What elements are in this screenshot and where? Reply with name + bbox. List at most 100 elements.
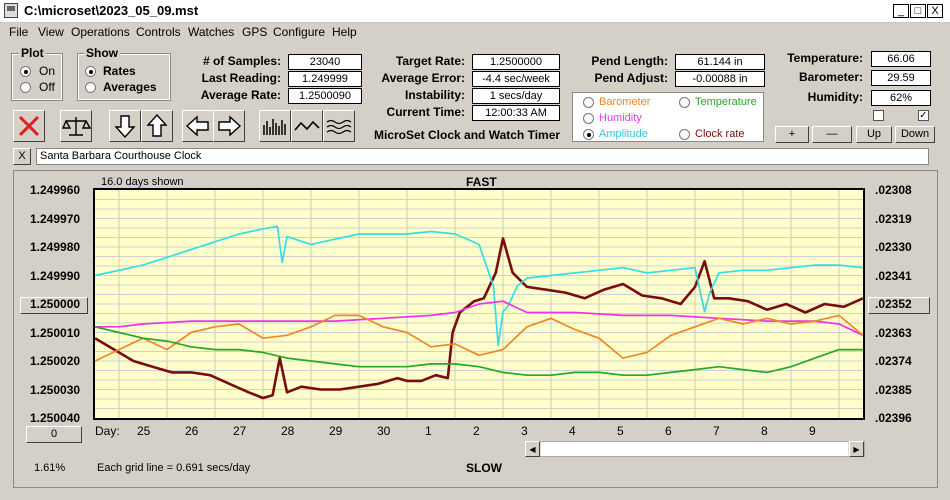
scroll-right-button[interactable]: ▶ xyxy=(849,441,864,457)
show-averages-label: Averages xyxy=(103,80,157,94)
app-caption: MicroSet Clock and Watch Timer xyxy=(374,128,561,142)
plot-group-label: Plot xyxy=(19,46,46,60)
chart-panel xyxy=(13,170,938,488)
temperature-value: 66.06 xyxy=(871,51,931,67)
clock-name-field[interactable]: Santa Barbara Courthouse Clock xyxy=(36,148,929,165)
legend-temperature-radio[interactable] xyxy=(679,97,690,108)
arrow-down-icon xyxy=(114,115,136,139)
show-rates-radio[interactable] xyxy=(85,66,96,77)
instability-label: Instability: xyxy=(404,88,465,102)
series-legend xyxy=(572,92,764,142)
menu-configure[interactable]: Configure xyxy=(273,25,326,39)
current-time-value: 12:00:33 AM xyxy=(472,105,560,121)
checkbox-1[interactable] xyxy=(873,110,884,121)
wave-graph-button[interactable] xyxy=(323,110,355,142)
y-left-tick: 1.249980 xyxy=(30,240,81,254)
show-group xyxy=(77,53,171,101)
grid-note-label: Each grid line = 0.691 secs/day xyxy=(97,462,251,474)
left-arrow-button[interactable] xyxy=(182,110,214,142)
average-error-label: Average Error: xyxy=(381,71,465,85)
slow-label: SLOW xyxy=(466,461,502,475)
plot-on-label: On xyxy=(39,64,56,78)
x-tick-label: 25 xyxy=(137,424,151,438)
minus-button[interactable]: — xyxy=(812,126,852,143)
menu-view[interactable]: View xyxy=(38,25,64,39)
legend-humidity-radio[interactable] xyxy=(583,113,594,124)
down-button[interactable]: Down xyxy=(895,126,935,143)
menu-watches[interactable]: Watches xyxy=(188,25,235,39)
legend-clock-rate-label: Clock rate xyxy=(695,128,745,140)
y-left-selected-box[interactable] xyxy=(20,297,88,314)
series-line-humidity xyxy=(95,300,864,337)
zero-button[interactable]: 0 xyxy=(26,426,82,443)
legend-clock-rate-radio[interactable] xyxy=(679,129,690,140)
up-arrow-button[interactable] xyxy=(141,110,173,142)
plot-on-radio[interactable] xyxy=(20,66,31,77)
down-arrow-button[interactable] xyxy=(109,110,141,142)
barometer-value: 29.59 xyxy=(871,70,931,86)
legend-amplitude-radio[interactable] xyxy=(583,129,594,140)
scroll-left-button[interactable]: ◀ xyxy=(525,441,540,457)
series-line-clock-rate xyxy=(94,237,864,400)
fast-label: FAST xyxy=(466,175,497,189)
y-right-tick: .02385 xyxy=(875,382,912,397)
y-right-tick: .02341 xyxy=(875,268,912,283)
legend-barometer-label: Barometer xyxy=(599,96,651,108)
minimize-button[interactable]: _ xyxy=(893,4,909,18)
plot-off-radio[interactable] xyxy=(20,82,31,93)
instability-value: 1 secs/day xyxy=(472,88,560,104)
average-rate-label: Average Rate: xyxy=(200,88,281,102)
y-left-tick: 1.250040 xyxy=(30,411,81,425)
arrow-right-icon xyxy=(218,115,242,137)
maximize-button[interactable]: □ xyxy=(910,4,926,18)
arrow-up-icon xyxy=(146,113,168,137)
y-right-tick: .02352 xyxy=(875,297,912,311)
x-tick-label: 1 xyxy=(425,424,432,438)
x-icon xyxy=(18,115,40,137)
line-graph-icon xyxy=(294,120,320,131)
humidity-label: Humidity: xyxy=(807,90,863,104)
target-rate-value[interactable]: 1.2500000 xyxy=(472,54,560,70)
y-right-selected-box[interactable] xyxy=(868,297,930,314)
window-title: C:\microset\2023_05_09.mst xyxy=(24,3,199,18)
stop-button[interactable] xyxy=(13,110,45,142)
close-button[interactable]: X xyxy=(927,4,943,18)
menu-help[interactable]: Help xyxy=(332,25,357,39)
x-tick-label: 26 xyxy=(185,424,199,438)
samples-value: 23040 xyxy=(288,54,362,70)
series-line-temperature xyxy=(94,325,863,377)
x-tick-label: 30 xyxy=(377,424,391,438)
series-line-barometer xyxy=(94,314,864,362)
menu-operations[interactable]: Operations xyxy=(71,25,130,39)
y-left-tick: 1.250030 xyxy=(30,382,81,397)
checkbox-2[interactable]: ✓ xyxy=(918,110,929,121)
legend-amplitude-label: Amplitude xyxy=(599,128,648,140)
menu-file[interactable]: File xyxy=(9,25,29,39)
y-right-tick: .02363 xyxy=(875,325,912,340)
menu-gps[interactable]: GPS xyxy=(242,25,268,39)
last-reading-value: 1.249999 xyxy=(288,71,362,87)
balance-button[interactable] xyxy=(60,110,92,142)
right-arrow-button[interactable] xyxy=(213,110,245,142)
legend-temperature-label: Temperature xyxy=(695,96,757,108)
x-tick-label: 9 xyxy=(809,424,816,438)
x-tick-label: 8 xyxy=(761,424,768,438)
y-left-tick: 1.249970 xyxy=(30,211,81,226)
clear-name-button[interactable]: X xyxy=(13,148,31,165)
x-tick-label: 5 xyxy=(617,424,624,438)
wave-icon xyxy=(326,119,352,135)
app-icon xyxy=(4,3,18,18)
y-left-tick: 1.249960 xyxy=(30,183,81,197)
histogram-button[interactable] xyxy=(259,110,291,142)
plus-button[interactable]: + xyxy=(775,126,809,143)
legend-barometer-radio[interactable] xyxy=(583,97,594,108)
y-right-tick: .02308 xyxy=(875,183,912,197)
y-left-tick: 1.250000 xyxy=(30,297,81,311)
menu-controls[interactable]: Controls xyxy=(136,25,181,39)
x-tick-label: 2 xyxy=(473,424,480,438)
scroll-thumb[interactable] xyxy=(541,442,848,456)
show-averages-radio[interactable] xyxy=(85,82,96,93)
up-button[interactable]: Up xyxy=(856,126,892,143)
current-time-label: Current Time: xyxy=(386,105,465,119)
line-graph-button[interactable] xyxy=(291,110,323,142)
